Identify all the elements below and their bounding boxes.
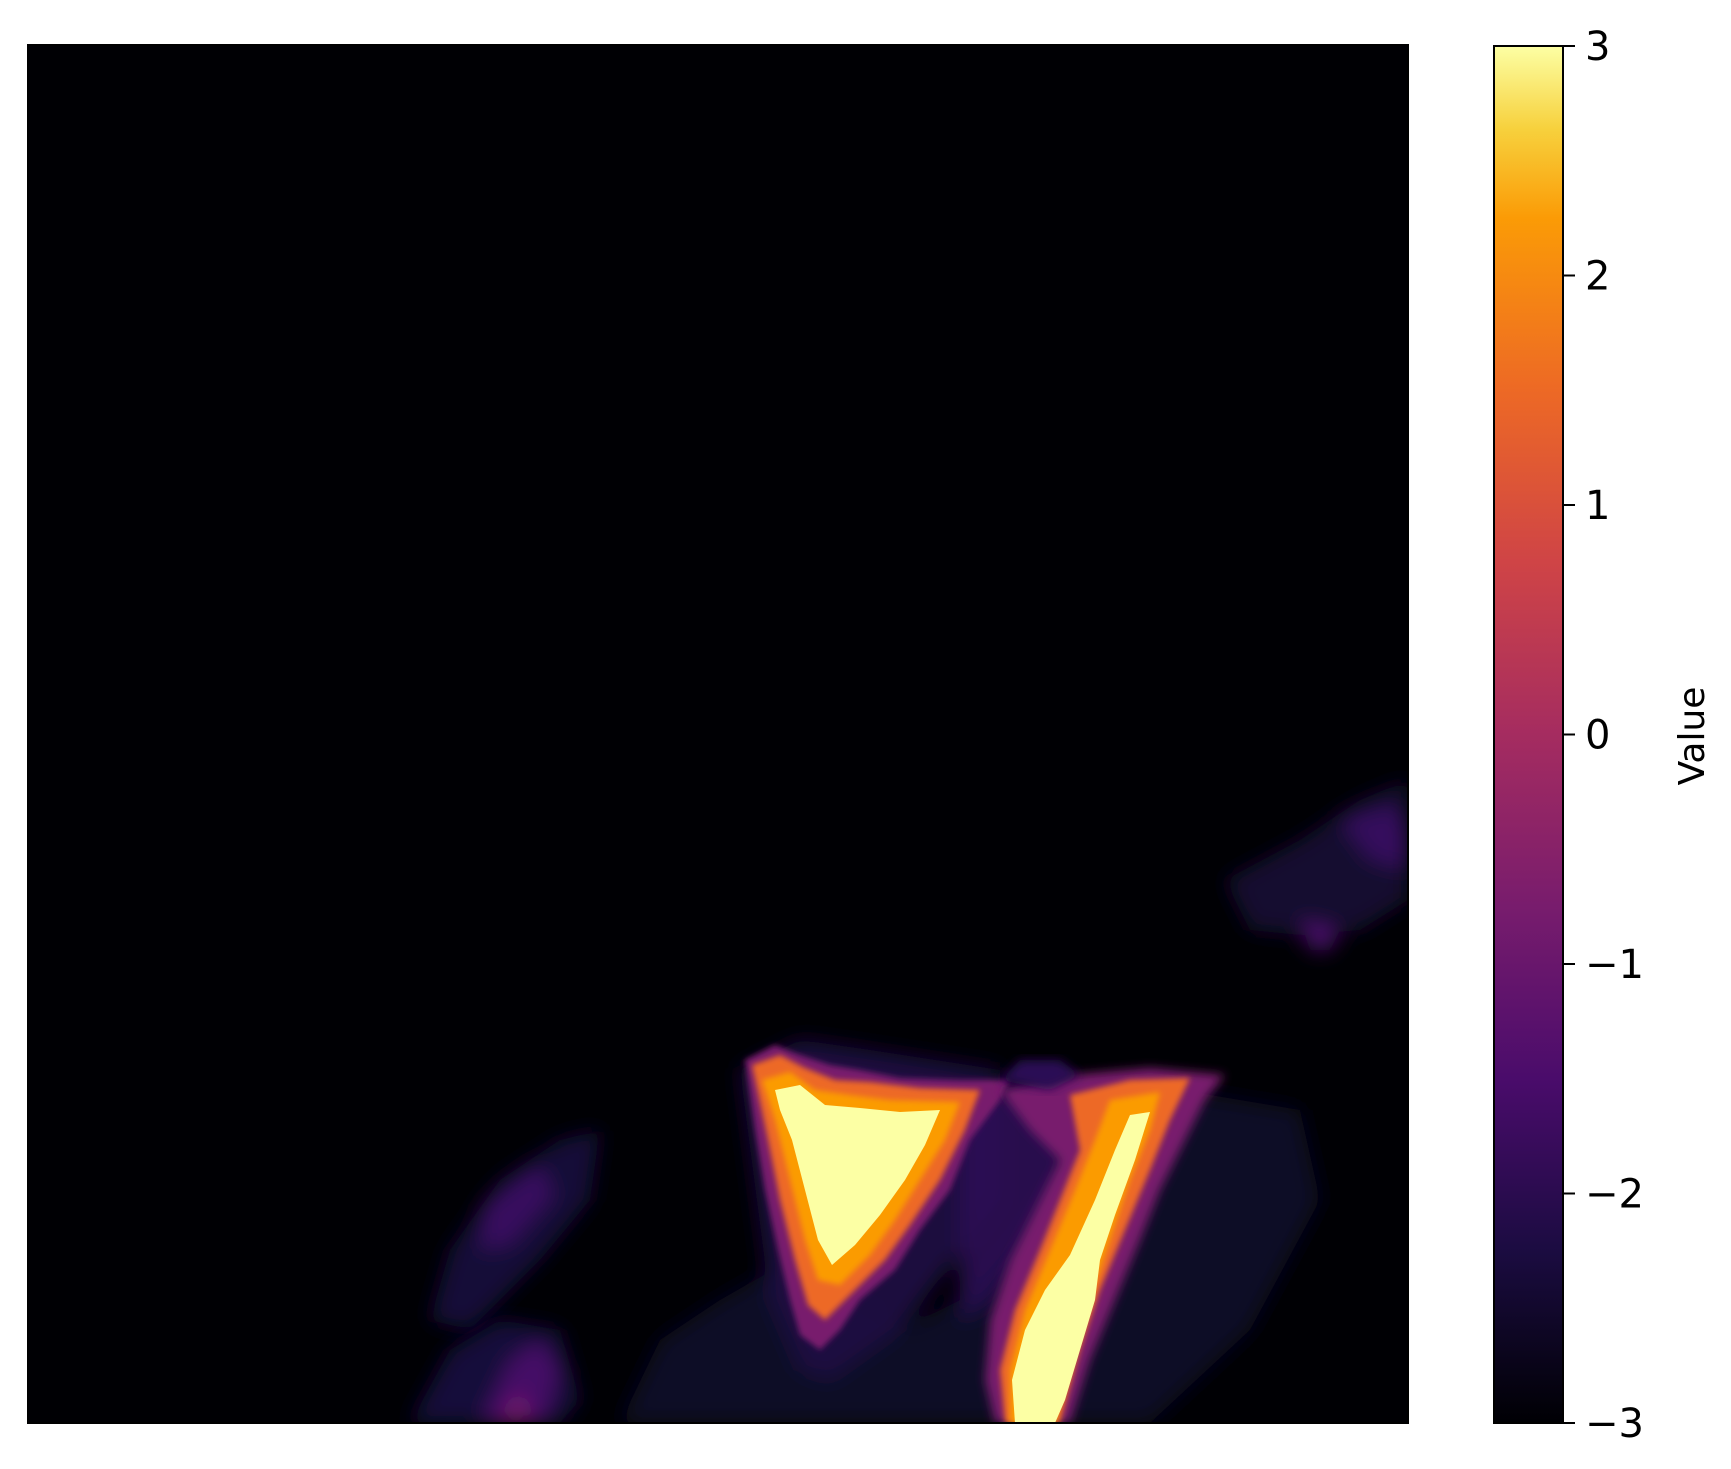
colorbar-tick-label: −3 xyxy=(1585,1401,1644,1447)
feature-triangular-massif xyxy=(745,1045,1010,1350)
colorbar-gradient xyxy=(1494,46,1563,1423)
colorbar-tick-label: −1 xyxy=(1585,942,1644,988)
colorbar-tick-label: 0 xyxy=(1585,713,1610,759)
heatmap-frame xyxy=(27,44,1409,1424)
colorbar-ticks: 3 2 1 0 −1 −2 −3 xyxy=(1563,24,1644,1447)
colorbar-tick-label: 3 xyxy=(1585,24,1610,70)
feature-lower-left-patch xyxy=(410,1320,580,1423)
massif-dark-fringe xyxy=(1000,1060,1080,1090)
colorbar-tick-label: 2 xyxy=(1585,254,1610,300)
heatmap-image xyxy=(28,45,1408,1423)
colorbar-label: Value xyxy=(1672,687,1713,786)
colorbar: 3 2 1 0 −1 −2 −3 Value xyxy=(1493,24,1713,1447)
feature-upper-right-patch xyxy=(1225,780,1408,950)
feature-diagonal-ridge xyxy=(985,1068,1225,1423)
colorbar-tick-label: −2 xyxy=(1585,1172,1644,1218)
feature-left-ridge xyxy=(430,1130,600,1330)
colorbar-tick-label: 1 xyxy=(1585,483,1610,529)
